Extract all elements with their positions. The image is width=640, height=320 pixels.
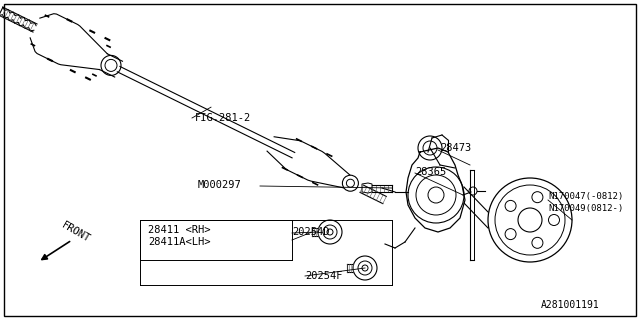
Text: FIG.281-2: FIG.281-2 xyxy=(195,113,252,123)
Text: 20254D: 20254D xyxy=(292,227,330,237)
Text: FRONT: FRONT xyxy=(60,220,92,244)
Text: 20254F: 20254F xyxy=(305,271,342,281)
Circle shape xyxy=(318,220,342,244)
Text: 28473: 28473 xyxy=(440,143,471,153)
Text: 28365: 28365 xyxy=(415,167,446,177)
Text: 28411 <RH>: 28411 <RH> xyxy=(148,225,211,235)
Text: N170047(-0812): N170047(-0812) xyxy=(548,191,623,201)
Text: N170049(0812-): N170049(0812-) xyxy=(548,204,623,212)
Polygon shape xyxy=(362,183,372,193)
Text: M000297: M000297 xyxy=(198,180,242,190)
Circle shape xyxy=(418,136,442,160)
Text: A281001191: A281001191 xyxy=(541,300,600,310)
Circle shape xyxy=(353,256,377,280)
Text: 28411A<LH>: 28411A<LH> xyxy=(148,237,211,247)
Circle shape xyxy=(488,178,572,262)
